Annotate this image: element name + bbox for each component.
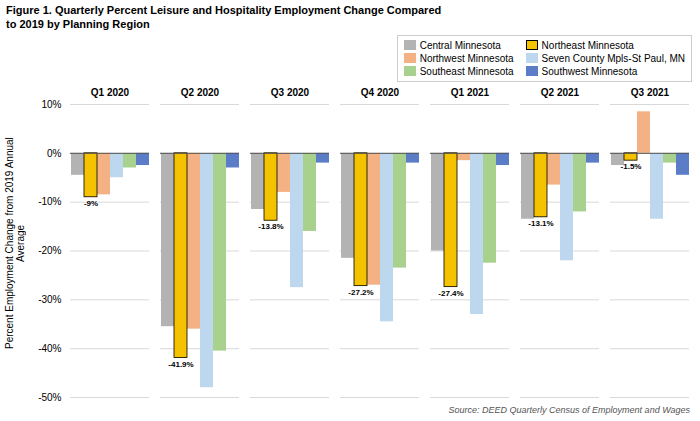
- html-text:Central Minnesota: Central Minnesota: [419, 39, 501, 51]
- svg-text:-27.2%: -27.2%: [348, 287, 373, 296]
- svg-text:-9%: -9%: [84, 199, 98, 208]
- svg-text:Q2 2020: Q2 2020: [181, 86, 220, 97]
- svg-text:Q2 2021: Q2 2021: [541, 86, 580, 97]
- svg-text:-13.8%: -13.8%: [258, 222, 283, 231]
- html-text:Source: DEED Quarterly Census: Source: DEED Quarterly Census of Employm…: [448, 404, 690, 415]
- html-text:Northeast Minnesota: Northeast Minnesota: [541, 39, 634, 51]
- svg-text:Q4 2020: Q4 2020: [361, 86, 400, 97]
- svg-text:-50%: -50%: [38, 391, 61, 402]
- svg-text:-13.1%: -13.1%: [528, 219, 553, 228]
- svg-text:-41.9%: -41.9%: [168, 359, 193, 368]
- html-text:Southwest Minnesota: Southwest Minnesota: [541, 65, 638, 77]
- svg-text:Q1 2020: Q1 2020: [91, 86, 130, 97]
- svg-text:Q3 2020: Q3 2020: [271, 86, 310, 97]
- html-text:Percent Employment Change from: Percent Employment Change from 2019 Annu…: [4, 137, 26, 349]
- svg-text:-1.5%: -1.5%: [621, 162, 642, 171]
- html-text:Figure 1. Quarterly Percent Le: Figure 1. Quarterly Percent Leisure and …: [6, 4, 442, 31]
- svg-text:-20%: -20%: [38, 245, 61, 256]
- html-text:Southeast Minnesota: Southeast Minnesota: [419, 65, 514, 77]
- svg-text:Q3 2021: Q3 2021: [631, 86, 670, 97]
- svg-text:0%: 0%: [47, 147, 62, 158]
- html-text:Northwest Minnesota: Northwest Minnesota: [419, 52, 514, 64]
- svg-text:-27.4%: -27.4%: [438, 288, 463, 297]
- svg-text:-40%: -40%: [38, 342, 61, 353]
- html-text:Seven County Mpls-St Paul, MN: Seven County Mpls-St Paul, MN: [541, 52, 685, 64]
- svg-text:-30%: -30%: [38, 294, 61, 305]
- svg-text:Q1 2021: Q1 2021: [451, 86, 490, 97]
- svg-text:-10%: -10%: [38, 196, 61, 207]
- svg-text:10%: 10%: [41, 98, 61, 109]
